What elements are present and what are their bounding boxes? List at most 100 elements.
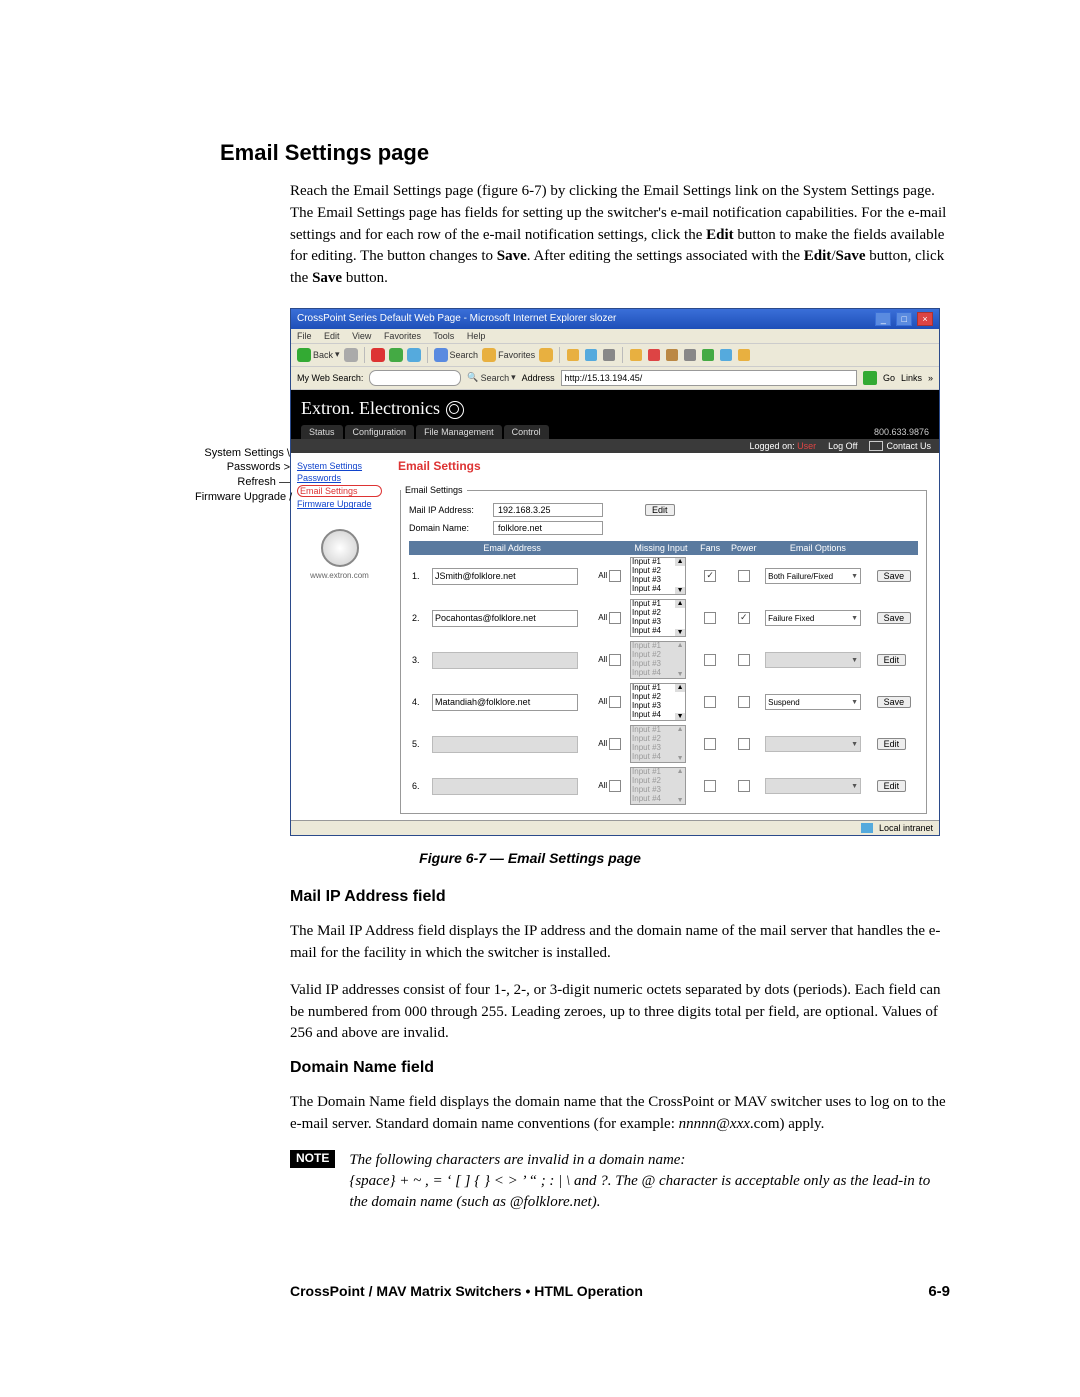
- all-checkbox[interactable]: All: [595, 765, 627, 807]
- go-icon[interactable]: [863, 371, 877, 385]
- favorites-button[interactable]: Favorites: [482, 348, 535, 362]
- power-checkbox[interactable]: [738, 654, 750, 666]
- toolbar-icon[interactable]: [603, 349, 615, 361]
- history-icon[interactable]: [539, 348, 553, 362]
- email-address-input[interactable]: [432, 568, 578, 585]
- menu-view[interactable]: View: [352, 331, 371, 341]
- toolbar-icon[interactable]: [684, 349, 696, 361]
- refresh-icon[interactable]: [389, 348, 403, 362]
- sidebar-item-passwords[interactable]: Passwords: [297, 473, 382, 483]
- power-checkbox[interactable]: [738, 696, 750, 708]
- menu-edit[interactable]: Edit: [324, 331, 340, 341]
- row-action-button[interactable]: Edit: [877, 780, 907, 792]
- row-action-button[interactable]: Edit: [877, 654, 907, 666]
- power-checkbox[interactable]: [738, 780, 750, 792]
- toolbar-icon[interactable]: [738, 349, 750, 361]
- scroll-down-icon[interactable]: ▼: [675, 587, 685, 595]
- missing-input-list[interactable]: ▲Input #1Input #2Input #3Input #4Input #…: [630, 599, 686, 637]
- scroll-down-icon[interactable]: ▼: [675, 797, 685, 805]
- close-icon[interactable]: ×: [917, 312, 933, 326]
- th-email: Email Address: [429, 541, 595, 555]
- tab-file-management[interactable]: File Management: [416, 425, 502, 439]
- sidebar-item-firmware[interactable]: Firmware Upgrade: [297, 499, 382, 509]
- maximize-icon[interactable]: □: [896, 312, 912, 326]
- email-options-select[interactable]: Suspend▼: [765, 694, 861, 710]
- scroll-down-icon[interactable]: ▼: [675, 671, 685, 679]
- toolbar-icon[interactable]: [666, 349, 678, 361]
- power-checkbox[interactable]: [738, 612, 750, 624]
- scroll-down-icon[interactable]: ▼: [675, 755, 685, 763]
- minimize-icon[interactable]: _: [875, 312, 891, 326]
- row-action-button[interactable]: Edit: [877, 738, 907, 750]
- scroll-up-icon[interactable]: ▲: [675, 642, 685, 650]
- toolbar-icon[interactable]: [648, 349, 660, 361]
- row-action-button[interactable]: Save: [877, 570, 912, 582]
- fans-checkbox[interactable]: [704, 696, 716, 708]
- logoff-link[interactable]: Log Off: [828, 441, 857, 452]
- row-action-button[interactable]: Save: [877, 696, 912, 708]
- email-address-input[interactable]: [432, 610, 578, 627]
- contact-link[interactable]: Contact Us: [869, 441, 931, 452]
- stop-icon[interactable]: [371, 348, 385, 362]
- menu-file[interactable]: File: [297, 331, 312, 341]
- tab-status[interactable]: Status: [301, 425, 343, 439]
- email-address-input[interactable]: [432, 694, 578, 711]
- email-options-select[interactable]: Both Failure/Fixed▼: [765, 568, 861, 584]
- missing-input-list[interactable]: ▲Input #1Input #2Input #3Input #4Input #…: [630, 641, 686, 679]
- home-icon[interactable]: [407, 348, 421, 362]
- all-checkbox[interactable]: All: [595, 639, 627, 681]
- address-input[interactable]: [561, 370, 857, 386]
- email-options-select[interactable]: ▼: [765, 736, 861, 752]
- mywebsearch-input[interactable]: [369, 370, 461, 386]
- email-options-select[interactable]: Failure Fixed▼: [765, 610, 861, 626]
- email-address-input[interactable]: [432, 778, 578, 795]
- search-button[interactable]: Search: [434, 348, 479, 362]
- mywebsearch-go[interactable]: 🔍Search ▾: [467, 372, 515, 383]
- fans-checkbox[interactable]: [704, 780, 716, 792]
- tab-configuration[interactable]: Configuration: [345, 425, 415, 439]
- menu-favorites[interactable]: Favorites: [384, 331, 421, 341]
- scroll-up-icon[interactable]: ▲: [675, 600, 685, 608]
- go-label[interactable]: Go: [883, 373, 895, 383]
- toolbar-icon[interactable]: [585, 349, 597, 361]
- sidebar-item-system[interactable]: System Settings: [297, 461, 382, 471]
- sidebar-item-email[interactable]: Email Settings: [297, 485, 382, 497]
- globe-icon: [446, 401, 464, 419]
- scroll-down-icon[interactable]: ▼: [675, 629, 685, 637]
- email-options-select[interactable]: ▼: [765, 652, 861, 668]
- all-checkbox[interactable]: All: [595, 597, 627, 639]
- all-checkbox[interactable]: All: [595, 555, 627, 597]
- fans-checkbox[interactable]: [704, 570, 716, 582]
- menu-help[interactable]: Help: [467, 331, 486, 341]
- all-checkbox[interactable]: All: [595, 681, 627, 723]
- email-address-input[interactable]: [432, 652, 578, 669]
- toolbar-icon[interactable]: [702, 349, 714, 361]
- missing-input-list[interactable]: ▲Input #1Input #2Input #3Input #4Input #…: [630, 725, 686, 763]
- scroll-down-icon[interactable]: ▼: [675, 713, 685, 721]
- power-checkbox[interactable]: [738, 570, 750, 582]
- missing-input-list[interactable]: ▲Input #1Input #2Input #3Input #4Input #…: [630, 557, 686, 595]
- email-address-input[interactable]: [432, 736, 578, 753]
- toolbar-icon[interactable]: [567, 349, 579, 361]
- scroll-up-icon[interactable]: ▲: [675, 558, 685, 566]
- missing-input-list[interactable]: ▲Input #1Input #2Input #3Input #4Input #…: [630, 683, 686, 721]
- toolbar-icon[interactable]: [630, 349, 642, 361]
- toolbar-icon[interactable]: [720, 349, 732, 361]
- fans-checkbox[interactable]: [704, 612, 716, 624]
- power-checkbox[interactable]: [738, 738, 750, 750]
- back-button[interactable]: Back ▾: [297, 348, 340, 362]
- scroll-up-icon[interactable]: ▲: [675, 684, 685, 692]
- edit-mail-button[interactable]: Edit: [645, 504, 675, 516]
- forward-icon[interactable]: [344, 348, 358, 362]
- all-checkbox[interactable]: All: [595, 723, 627, 765]
- row-action-button[interactable]: Save: [877, 612, 912, 624]
- fans-checkbox[interactable]: [704, 738, 716, 750]
- links-label[interactable]: Links: [901, 373, 922, 383]
- tab-control[interactable]: Control: [504, 425, 549, 439]
- missing-input-list[interactable]: ▲Input #1Input #2Input #3Input #4Input #…: [630, 767, 686, 805]
- email-options-select[interactable]: ▼: [765, 778, 861, 794]
- scroll-up-icon[interactable]: ▲: [675, 726, 685, 734]
- fans-checkbox[interactable]: [704, 654, 716, 666]
- menu-tools[interactable]: Tools: [433, 331, 454, 341]
- scroll-up-icon[interactable]: ▲: [675, 768, 685, 776]
